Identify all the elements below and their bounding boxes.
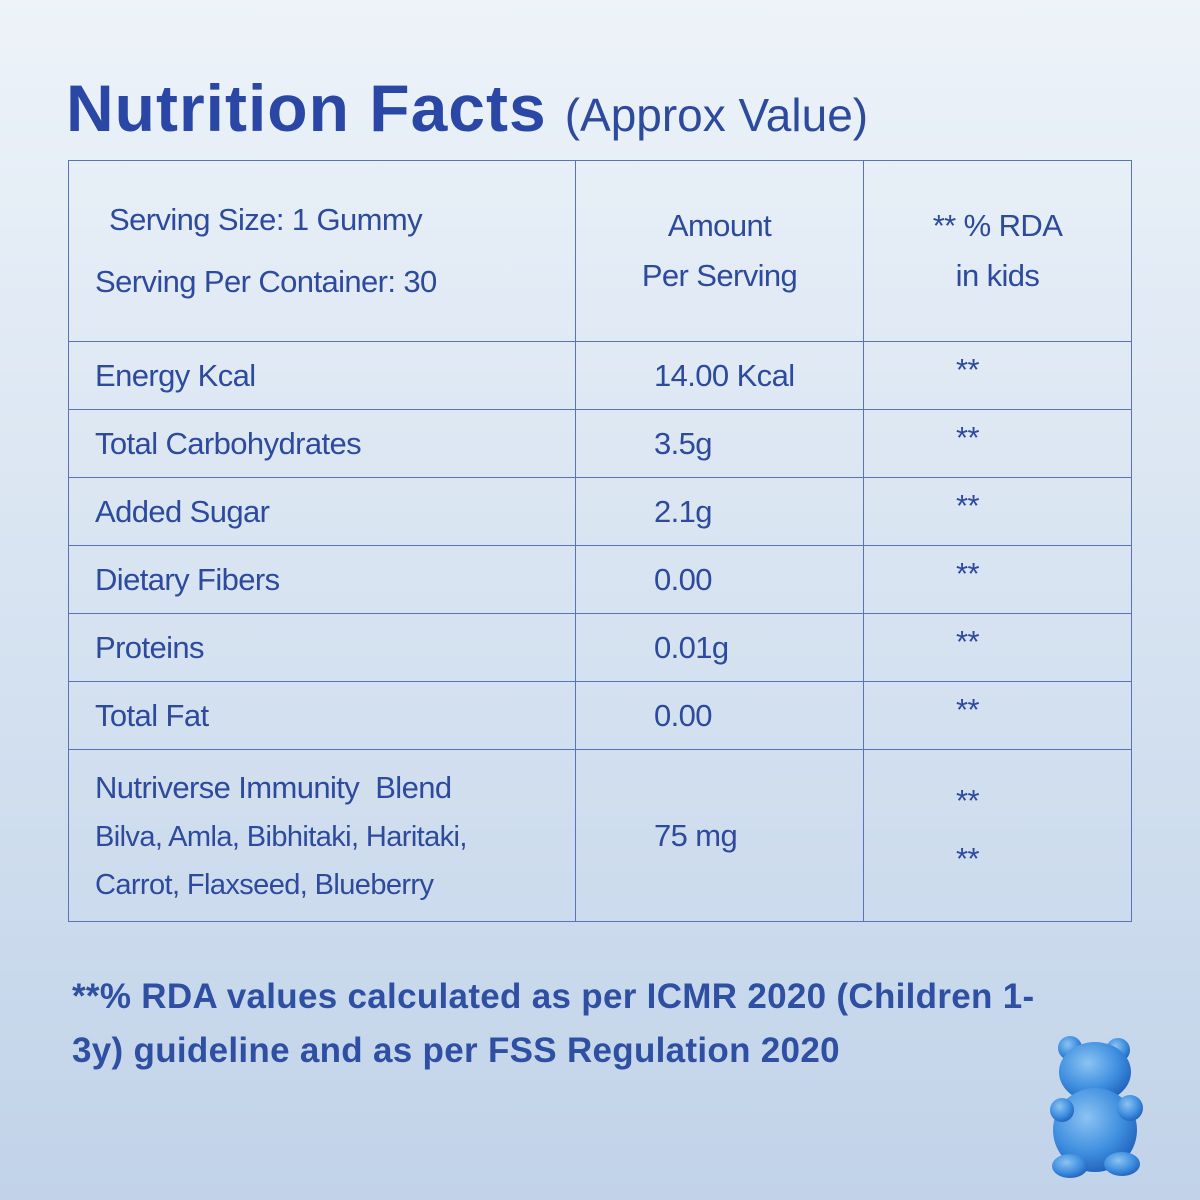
table-row: Energy Kcal 14.00 Kcal ** xyxy=(68,341,1132,410)
amount-head-line: Amount xyxy=(667,208,772,243)
nutrient-cell: Dietary Fibers xyxy=(68,545,576,614)
amount-head: Amount Per Serving xyxy=(575,160,864,342)
serving-per-container: Serving Per Container: 30 xyxy=(95,264,437,299)
nutrient-name: Added Sugar xyxy=(95,493,270,529)
rda: ** xyxy=(956,782,980,818)
rda-cell: ** xyxy=(863,681,1132,750)
rda-head-line: ** % RDA xyxy=(932,208,1063,243)
nutrient-cell: Nutriverse Immunity Blend Bilva, Amla, Bi… xyxy=(68,749,576,922)
rda: ** xyxy=(956,351,980,387)
table-head: Serving Size: 1 Gummy Serving Per Contai… xyxy=(68,160,1132,342)
nutrient-name: Nutriverse Immunity Blend xyxy=(95,769,452,805)
nutrient-name: Total Fat xyxy=(95,697,209,733)
amount-cell: 2.1g xyxy=(575,477,864,546)
nutrient-name: Total Carbohydrates xyxy=(95,425,362,461)
rda-cell: ** xyxy=(863,341,1132,410)
rda: ** xyxy=(956,419,980,455)
footnote-line: 3y) guideline and as per FSS Regulation … xyxy=(72,1031,840,1070)
amount: 3.5g xyxy=(654,425,713,461)
amount: 0.01g xyxy=(654,629,729,665)
nutrient-cell: Added Sugar xyxy=(68,477,576,546)
rda-head: ** % RDA in kids xyxy=(863,160,1132,342)
amount: 0.00 xyxy=(654,561,713,597)
amount-cell: 0.01g xyxy=(575,613,864,682)
amount: 0.00 xyxy=(654,697,713,733)
rda-cell: ** xyxy=(863,545,1132,614)
amount-head-line: Per Serving xyxy=(641,258,798,293)
table-row: Added Sugar 2.1g ** xyxy=(68,477,1132,546)
nutrient-cell: Total Carbohydrates xyxy=(68,409,576,478)
nutrient-name: Dietary Fibers xyxy=(95,561,280,597)
nutrient-name: Proteins xyxy=(95,629,205,665)
rda: ** xyxy=(956,840,980,876)
amount-cell: 14.00 Kcal xyxy=(575,341,864,410)
amount: 14.00 Kcal xyxy=(654,357,795,393)
nutrient-cell: Proteins xyxy=(68,613,576,682)
footnote-line: **% RDA values calculated as per ICMR 20… xyxy=(72,977,1035,1016)
gummy-bear-icon xyxy=(1050,1036,1143,1178)
title: Nutrition Facts xyxy=(66,71,547,145)
subtitle: (Approx Value) xyxy=(564,89,869,141)
table-row: Dietary Fibers 0.00 ** xyxy=(68,545,1132,614)
rda-head-line: in kids xyxy=(955,258,1040,293)
nutrition-table: Serving Size: 1 Gummy Serving Per Contai… xyxy=(68,160,1132,922)
serving-cell: Serving Size: 1 Gummy Serving Per Contai… xyxy=(68,160,576,342)
footnote: **% RDA values calculated as per ICMR 20… xyxy=(72,970,1034,1078)
rda: ** xyxy=(956,623,980,659)
amount-cell: 0.00 xyxy=(575,545,864,614)
amount-cell: 3.5g xyxy=(575,409,864,478)
table-row: Proteins 0.01g ** xyxy=(68,613,1132,682)
table-row: Total Carbohydrates 3.5g ** xyxy=(68,409,1132,478)
nutrient-cell: Energy Kcal xyxy=(68,341,576,410)
amount: 2.1g xyxy=(654,493,713,529)
rda: ** xyxy=(956,691,980,727)
amount-cell: 75 mg xyxy=(575,749,864,922)
nutrient-name: Energy Kcal xyxy=(95,357,256,393)
rda-cell: ** ** xyxy=(863,749,1132,922)
nutrient-cell: Total Fat xyxy=(68,681,576,750)
table-row: Total Fat 0.00 ** xyxy=(68,681,1132,750)
rda-cell: ** xyxy=(863,409,1132,478)
table-row: Nutriverse Immunity Blend Bilva, Amla, Bi… xyxy=(68,749,1132,922)
rda: ** xyxy=(956,555,980,591)
ingredient-line: Carrot, Flaxseed, Blueberry xyxy=(95,868,434,901)
header: Nutrition Facts (Approx Value) xyxy=(66,70,868,146)
ingredient-line: Bilva, Amla, Bibhitaki, Haritaki, xyxy=(95,820,467,853)
amount: 75 mg xyxy=(654,817,738,853)
rda-cell: ** xyxy=(863,477,1132,546)
serving-size: Serving Size: 1 Gummy xyxy=(109,202,423,237)
rda: ** xyxy=(956,487,980,523)
amount-cell: 0.00 xyxy=(575,681,864,750)
rda-cell: ** xyxy=(863,613,1132,682)
